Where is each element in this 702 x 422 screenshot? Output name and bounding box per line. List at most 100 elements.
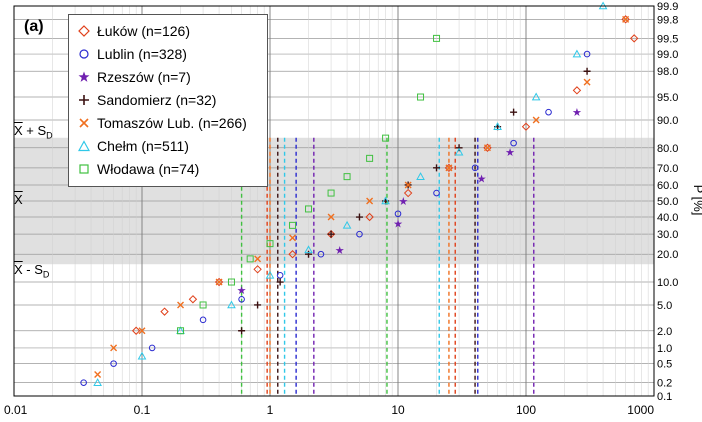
data-point-series-6	[366, 154, 374, 162]
data-point-series-5	[493, 122, 502, 131]
legend-item-lukow: Łuków (n=126)	[69, 19, 267, 42]
data-point-series-0	[131, 326, 141, 335]
data-point-series-5	[454, 147, 464, 156]
data-point-series-4	[327, 213, 335, 221]
square-marker-icon	[75, 163, 93, 175]
data-point-series-1	[80, 379, 87, 386]
mean-symbol: X	[14, 192, 23, 207]
y-tick-label: 0.5	[657, 359, 672, 371]
data-point-series-6	[433, 34, 441, 42]
data-point-series-4	[289, 234, 297, 242]
data-point-series-2: ★	[505, 147, 515, 159]
data-point-series-0	[253, 265, 262, 274]
data-point-series-4	[177, 301, 185, 309]
upper-band-mean-symbol: X	[14, 123, 23, 138]
y-tick-label: 2.0	[657, 326, 672, 338]
y-tick-label: 10.0	[657, 277, 678, 289]
data-point-series-0	[572, 86, 582, 95]
legend: Łuków (n=126) Lublin (n=328) Rzeszów (n=…	[68, 14, 268, 187]
data-point-series-4	[532, 116, 540, 124]
data-point-series-3	[305, 250, 313, 258]
y-tick-label: 50.0	[657, 196, 678, 208]
x-tick-label: 0.01	[4, 403, 28, 417]
y-tick-label: 99.5	[657, 33, 678, 45]
x-tick-label: 1000	[627, 403, 654, 417]
data-point-series-4	[622, 15, 630, 23]
y-tick-label: 99.0	[657, 49, 678, 61]
upper-band-operator: + S	[22, 123, 47, 138]
data-point-series-5	[227, 300, 236, 309]
y-tick-label: 40.0	[657, 212, 678, 224]
x-tick-label: 100	[516, 403, 536, 417]
data-point-series-6	[227, 278, 235, 286]
y-tick-label: 99.8	[657, 14, 678, 26]
data-point-series-0	[521, 122, 531, 131]
data-point-series-5	[416, 172, 425, 180]
panel-label: (a)	[24, 18, 44, 35]
legend-label-rzeszow: Rzeszów (n=7)	[97, 68, 191, 85]
data-point-series-0	[444, 163, 454, 173]
data-point-series-6	[305, 205, 313, 213]
data-point-series-0	[188, 295, 198, 304]
y-tick-label: 98.0	[657, 66, 678, 78]
data-point-series-4	[445, 164, 453, 172]
data-point-series-1	[471, 164, 479, 172]
data-point-series-0	[160, 307, 169, 316]
y-tick-label: 95.0	[657, 92, 678, 104]
data-point-series-1	[394, 210, 402, 218]
data-point-series-1	[317, 250, 325, 258]
diamond-marker-icon	[75, 24, 93, 37]
legend-label-sandomierz: Sandomierz (n=32)	[97, 91, 217, 108]
legend-label-tomaszow: Tomaszów Lub. (n=266)	[97, 114, 247, 131]
data-point-series-3	[583, 67, 591, 75]
data-point-series-5	[381, 196, 390, 205]
y-tick-label: 90.0	[657, 115, 678, 127]
data-point-series-3	[276, 278, 284, 286]
y-tick-label: 30.0	[657, 229, 678, 241]
data-point-series-0	[288, 250, 297, 259]
data-point-series-6	[417, 93, 425, 101]
lower-band-label: X - SD	[14, 262, 49, 280]
data-point-series-0	[629, 34, 639, 43]
legend-label-chelm: Chełm (n=511)	[97, 137, 189, 154]
legend-item-sandomierz: Sandomierz (n=32)	[69, 88, 267, 111]
upper-band-label: X + SD	[14, 123, 53, 141]
data-point-series-5	[265, 270, 275, 279]
data-point-series-2: ★	[237, 285, 247, 297]
data-point-series-6	[266, 240, 274, 248]
data-point-series-6	[289, 221, 297, 229]
x-tick-label: 10	[391, 403, 405, 417]
x-tick-label: 0.1	[134, 403, 151, 417]
y-tick-label: 0.2	[657, 378, 672, 390]
data-point-series-2: ★	[398, 196, 408, 208]
data-point-series-6	[199, 301, 207, 309]
data-point-series-5	[531, 92, 541, 101]
data-point-series-6	[327, 189, 335, 197]
legend-label-wlodawa: Włodawa (n=74)	[97, 160, 200, 177]
data-point-series-6	[382, 134, 390, 142]
data-point-series-4	[138, 327, 146, 335]
data-point-series-1	[433, 189, 440, 197]
data-point-series-4	[366, 197, 374, 205]
data-point-series-3	[433, 164, 441, 172]
data-point-series-5	[137, 351, 147, 360]
data-point-series-1	[276, 271, 284, 279]
data-point-series-1	[148, 344, 156, 352]
data-point-series-1	[583, 50, 591, 58]
data-point-series-5	[93, 378, 102, 386]
data-point-series-1	[238, 295, 245, 303]
data-point-series-4	[404, 181, 412, 189]
data-point-series-0	[214, 277, 224, 287]
data-point-series-0	[326, 229, 336, 239]
data-point-series-3	[327, 230, 335, 238]
data-point-series-2: ★	[477, 173, 487, 185]
lower-band-subscript: D	[42, 269, 50, 280]
star-marker-icon	[75, 71, 93, 83]
plot-frame	[13, 5, 655, 397]
data-point-series-4	[254, 255, 262, 263]
data-point-series-1	[199, 316, 207, 324]
data-point-series-3	[510, 108, 518, 116]
x-tick-label: 1	[267, 403, 274, 417]
legend-label-lublin: Lublin (n=328)	[97, 45, 187, 62]
